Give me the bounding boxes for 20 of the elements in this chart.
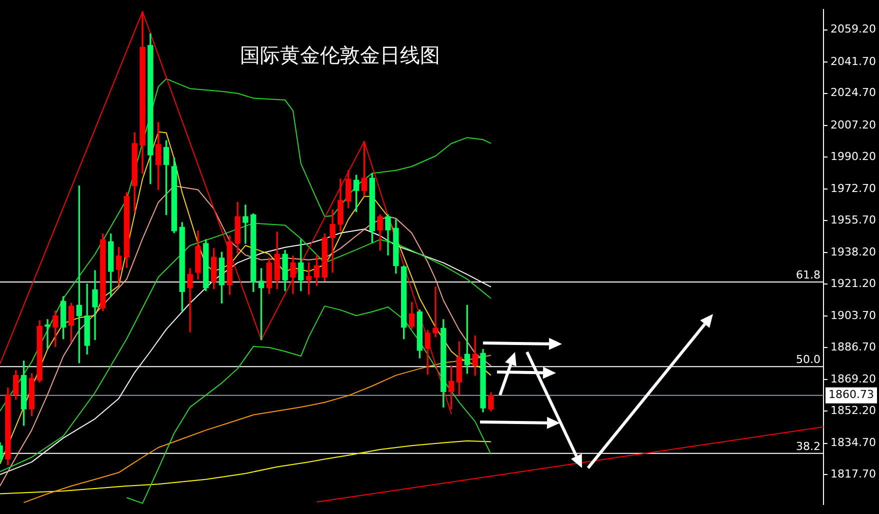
text: 国际黄金伦敦金日线图 xyxy=(240,43,440,68)
y-tick-label: 1852.20 xyxy=(830,404,876,417)
annotation: 38.2 xyxy=(796,440,821,453)
annotation: 61.8 xyxy=(796,268,821,282)
y-tick-label: 1972.70 xyxy=(830,182,876,195)
y-tick-label: 1817.70 xyxy=(830,467,876,480)
y-tick-label: 1955.70 xyxy=(830,213,876,226)
ref-line-label: 1860.73 xyxy=(828,388,874,402)
y-tick-label: 2024.70 xyxy=(830,86,876,100)
y-tick-label: 1938.20 xyxy=(830,246,876,259)
y-tick-label: 1921.20 xyxy=(830,276,876,290)
y-tick-label: 2059.20 xyxy=(830,22,876,36)
annotation: 50.0 xyxy=(796,353,821,366)
y-tick-label: 1886.70 xyxy=(830,340,876,354)
y-tick-label: 1903.70 xyxy=(830,309,876,322)
y-tick-label: 2007.20 xyxy=(830,118,876,132)
y-tick-label: 1834.70 xyxy=(830,436,876,450)
y-tick-label: 2041.70 xyxy=(830,54,876,68)
y-tick-label: 1990.20 xyxy=(830,150,876,163)
y-tick-label: 1869.20 xyxy=(830,372,876,386)
